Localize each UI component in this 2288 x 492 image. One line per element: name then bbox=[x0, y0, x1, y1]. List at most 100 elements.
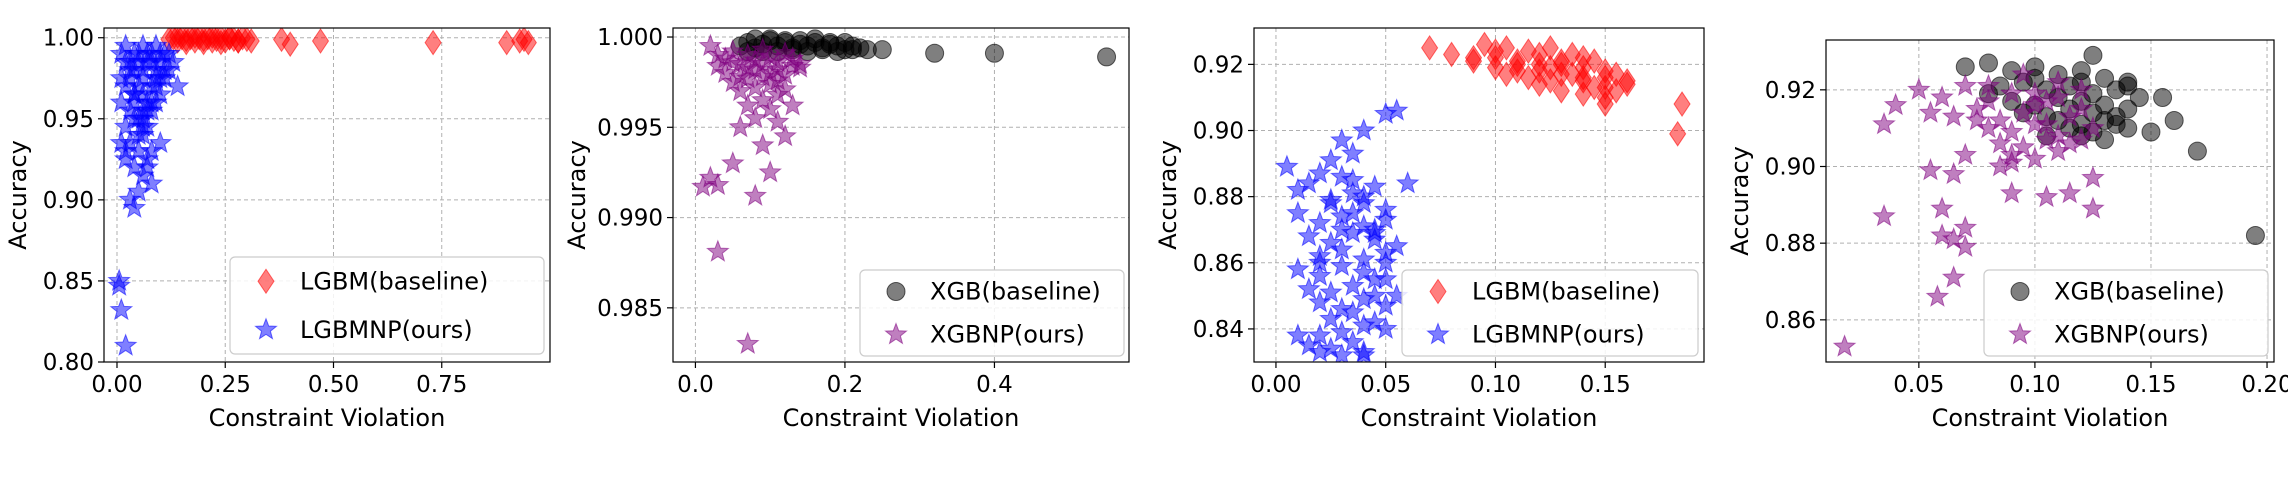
series-2-point-31 bbox=[1340, 273, 1365, 296]
y-tick-label-2: 0.88 bbox=[1193, 185, 1244, 211]
series-2-point-26 bbox=[2023, 146, 2047, 169]
legend-marker-2-point-0 bbox=[254, 317, 278, 340]
series-2-point-50 bbox=[1999, 180, 2024, 204]
series-1-point-45 bbox=[2245, 226, 2265, 245]
series-2 bbox=[691, 33, 812, 355]
y-tick-label-0: 0.80 bbox=[43, 350, 94, 376]
series-1-point-42 bbox=[1574, 81, 1592, 108]
series-2-point-55 bbox=[1832, 334, 1857, 357]
plot-area bbox=[107, 28, 537, 356]
series-1-point-10 bbox=[1475, 31, 1494, 58]
x-tick-label-2: 0.10 bbox=[1470, 372, 1521, 398]
x-axis-label: Constraint Violation bbox=[209, 404, 446, 432]
legend: XGB(baseline) XGBNP(ours) bbox=[859, 269, 1125, 357]
legend-marker-1-point-0 bbox=[257, 268, 275, 295]
series-2-point-18 bbox=[2023, 111, 2047, 135]
series-2-point-36 bbox=[1872, 111, 1896, 135]
series-1-point-14 bbox=[2129, 88, 2149, 107]
series-1-point-34 bbox=[925, 43, 945, 63]
series-1-point-41 bbox=[1541, 54, 1559, 81]
series-1-point-38 bbox=[2106, 114, 2126, 134]
series-2-point-33 bbox=[2046, 69, 2070, 93]
series-2-point-25 bbox=[1308, 263, 1332, 287]
series-2-point-2 bbox=[1953, 73, 1978, 97]
y-tick-label-0: 0.84 bbox=[1193, 317, 1244, 343]
series-2-point-4 bbox=[1999, 81, 2024, 104]
series-1-point-22 bbox=[203, 28, 221, 50]
series-2-point-45 bbox=[1953, 215, 1978, 238]
series-1-point-19 bbox=[242, 28, 260, 54]
series-2-point-43 bbox=[720, 150, 745, 174]
y-tick-label-3: 0.92 bbox=[1765, 78, 1816, 104]
series-2-point-66 bbox=[1373, 250, 1398, 273]
axes-frame bbox=[1253, 27, 1705, 363]
y-tick-label-3: 0.95 bbox=[43, 107, 94, 133]
series-2-point-72 bbox=[107, 273, 131, 296]
series-2-point-63 bbox=[126, 179, 151, 202]
series-2-point-38 bbox=[743, 105, 768, 129]
series-2-point-68 bbox=[1340, 167, 1365, 191]
series-2-point-66 bbox=[131, 114, 155, 137]
plot-area bbox=[1275, 31, 1691, 362]
x-axis-label: Constraint Violation bbox=[1932, 404, 2169, 432]
series-2-point-28 bbox=[1965, 108, 1989, 131]
series-2-point-34 bbox=[1329, 296, 1354, 320]
series-2-point-0 bbox=[1907, 77, 1931, 100]
series-1-point-26 bbox=[212, 29, 230, 56]
series-2-point-41 bbox=[765, 109, 790, 132]
series-2-point-50 bbox=[735, 331, 760, 355]
series-2-point-20 bbox=[2069, 127, 2094, 150]
series-2-point-44 bbox=[758, 160, 782, 183]
legend: LGBM(baseline) LGBMNP(ours) bbox=[229, 256, 545, 355]
series-1-point-23 bbox=[1464, 48, 1483, 74]
series-1-point-24 bbox=[1486, 44, 1505, 71]
y-tick-label-3: 1.000 bbox=[597, 25, 663, 51]
series-2-point-68 bbox=[113, 138, 138, 162]
axes-frame bbox=[1825, 39, 2275, 363]
series-2-point-51 bbox=[2034, 184, 2059, 208]
series-2-point-46 bbox=[706, 172, 730, 196]
y-tick-label-2: 0.90 bbox=[43, 188, 94, 214]
series-2-point-53 bbox=[1351, 342, 1376, 362]
series-2-point-36 bbox=[758, 96, 782, 120]
series-2-point-8 bbox=[1918, 100, 1943, 123]
series-2-point-24 bbox=[788, 55, 812, 78]
x-tick-label-0: 0.00 bbox=[1250, 372, 1301, 398]
series-1-point-39 bbox=[1618, 71, 1636, 98]
series-1-point-31 bbox=[1541, 68, 1559, 94]
legend: LGBM(baseline) LGBMNP(ours) bbox=[1401, 269, 1699, 357]
series-2 bbox=[1832, 62, 2105, 357]
x-tick-label-2: 0.15 bbox=[2125, 372, 2176, 398]
series-2-point-0 bbox=[698, 33, 723, 57]
series-1-point-44 bbox=[1673, 91, 1691, 117]
series-2-point-48 bbox=[691, 174, 715, 197]
x-axis-label: Constraint Violation bbox=[783, 404, 1020, 432]
series-1-point-24 bbox=[177, 29, 195, 56]
legend-box bbox=[229, 256, 545, 355]
plot-area bbox=[691, 29, 1117, 355]
series-2-point-57 bbox=[1329, 128, 1354, 151]
series-1-point-20 bbox=[169, 28, 187, 50]
legend: XGB(baseline) XGBNP(ours) bbox=[1983, 269, 2269, 357]
y-tick-label-1: 0.86 bbox=[1193, 251, 1244, 277]
series-1-point-21 bbox=[186, 28, 204, 50]
series-1-point-43 bbox=[2187, 141, 2207, 161]
y-axis-label: Accuracy bbox=[563, 140, 591, 250]
subplot-3: 0.00 0.05 0.10 0.15 0.84 0.86 0.88 0.90 0.92 Cons… bbox=[1154, 27, 1705, 432]
series-2-point-64 bbox=[1351, 184, 1376, 207]
series-2-point-18 bbox=[1362, 227, 1387, 250]
series-1-point-45 bbox=[1669, 120, 1687, 147]
series-2-point-41 bbox=[1351, 313, 1376, 336]
series-2-point-1 bbox=[1930, 85, 1954, 108]
legend-label-2: XGBNP(ours) bbox=[2054, 321, 2209, 349]
series-2-point-65 bbox=[1362, 266, 1387, 290]
legend-label-1: XGB(baseline) bbox=[2054, 278, 2225, 306]
legend-marker-2-point-0 bbox=[1426, 322, 1450, 345]
series-2-point-63 bbox=[1340, 200, 1365, 224]
series-2-point-40 bbox=[1329, 319, 1354, 343]
legend-label-2: LGBMNP(ours) bbox=[300, 316, 473, 344]
legend-marker-1-point-0 bbox=[2010, 282, 2030, 301]
series-1-point-0 bbox=[1421, 34, 1439, 61]
series-1-point-1 bbox=[1978, 53, 1998, 73]
series-2-point-65 bbox=[122, 82, 147, 105]
